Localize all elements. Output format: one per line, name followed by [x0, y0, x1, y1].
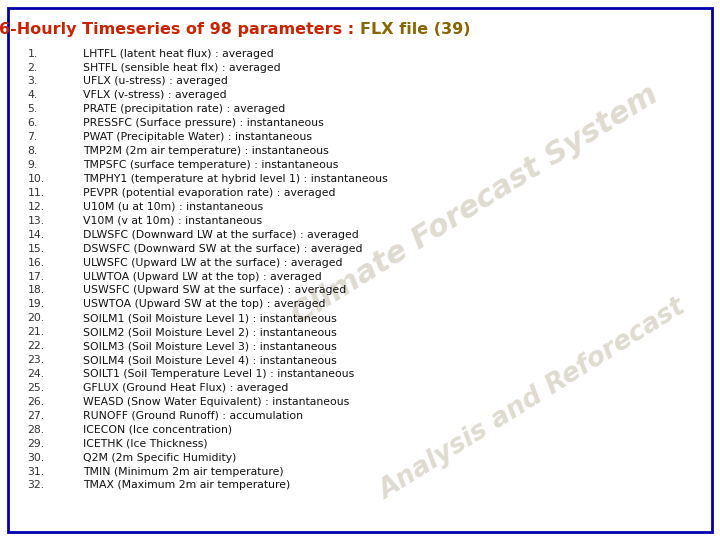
Text: 1.: 1. — [27, 49, 37, 59]
Text: 27.: 27. — [27, 411, 45, 421]
Text: Climate Forecast System: Climate Forecast System — [287, 80, 663, 330]
Text: SHTFL (sensible heat flx) : averaged: SHTFL (sensible heat flx) : averaged — [83, 63, 280, 72]
Text: 4.: 4. — [27, 90, 37, 100]
Text: 6-Hourly Timeseries of 98 parameters :: 6-Hourly Timeseries of 98 parameters : — [0, 22, 360, 37]
Text: LHTFL (latent heat flux) : averaged: LHTFL (latent heat flux) : averaged — [83, 49, 274, 59]
Text: ICECON (Ice concentration): ICECON (Ice concentration) — [83, 425, 232, 435]
Text: 20.: 20. — [27, 313, 45, 323]
Text: 11.: 11. — [27, 188, 45, 198]
Text: 15.: 15. — [27, 244, 45, 254]
Text: FLX file (39): FLX file (39) — [360, 22, 470, 37]
Text: 29.: 29. — [27, 438, 45, 449]
Text: VFLX (v-stress) : averaged: VFLX (v-stress) : averaged — [83, 90, 226, 100]
Text: 8.: 8. — [27, 146, 37, 156]
Text: ULWTOA (Upward LW at the top) : averaged: ULWTOA (Upward LW at the top) : averaged — [83, 272, 322, 281]
Text: 19.: 19. — [27, 299, 45, 309]
Text: 12.: 12. — [27, 202, 45, 212]
Text: USWSFC (Upward SW at the surface) : averaged: USWSFC (Upward SW at the surface) : aver… — [83, 286, 346, 295]
Text: SOILM2 (Soil Moisture Level 2) : instantaneous: SOILM2 (Soil Moisture Level 2) : instant… — [83, 327, 336, 338]
Text: U10M (u at 10m) : instantaneous: U10M (u at 10m) : instantaneous — [83, 202, 263, 212]
Text: DSWSFC (Downward SW at the surface) : averaged: DSWSFC (Downward SW at the surface) : av… — [83, 244, 362, 254]
Text: 22.: 22. — [27, 341, 45, 351]
Text: UFLX (u-stress) : averaged: UFLX (u-stress) : averaged — [83, 77, 228, 86]
Text: PRESSFC (Surface pressure) : instantaneous: PRESSFC (Surface pressure) : instantaneo… — [83, 118, 323, 129]
Text: 28.: 28. — [27, 425, 45, 435]
Text: 7.: 7. — [27, 132, 37, 142]
Text: 6.: 6. — [27, 118, 37, 129]
Text: 16.: 16. — [27, 258, 45, 268]
Text: Q2M (2m Specific Humidity): Q2M (2m Specific Humidity) — [83, 453, 236, 463]
Text: TMIN (Minimum 2m air temperature): TMIN (Minimum 2m air temperature) — [83, 467, 284, 477]
Text: PEVPR (potential evaporation rate) : averaged: PEVPR (potential evaporation rate) : ave… — [83, 188, 336, 198]
Text: 32.: 32. — [27, 481, 45, 490]
Text: ICETHK (Ice Thickness): ICETHK (Ice Thickness) — [83, 438, 207, 449]
Text: 23.: 23. — [27, 355, 45, 365]
Text: 3.: 3. — [27, 77, 37, 86]
Text: TMAX (Maximum 2m air temperature): TMAX (Maximum 2m air temperature) — [83, 481, 290, 490]
Text: 21.: 21. — [27, 327, 45, 338]
Text: SOILT1 (Soil Temperature Level 1) : instantaneous: SOILT1 (Soil Temperature Level 1) : inst… — [83, 369, 354, 379]
Text: Analysis and Reforecast: Analysis and Reforecast — [375, 294, 690, 505]
Text: PRATE (precipitation rate) : averaged: PRATE (precipitation rate) : averaged — [83, 104, 285, 114]
Text: 13.: 13. — [27, 216, 45, 226]
Text: 5.: 5. — [27, 104, 37, 114]
Text: 25.: 25. — [27, 383, 45, 393]
FancyBboxPatch shape — [8, 8, 712, 532]
Text: 17.: 17. — [27, 272, 45, 281]
Text: 31.: 31. — [27, 467, 45, 477]
Text: WEASD (Snow Water Equivalent) : instantaneous: WEASD (Snow Water Equivalent) : instanta… — [83, 397, 349, 407]
Text: DLWSFC (Downward LW at the surface) : averaged: DLWSFC (Downward LW at the surface) : av… — [83, 230, 359, 240]
Text: SOILM1 (Soil Moisture Level 1) : instantaneous: SOILM1 (Soil Moisture Level 1) : instant… — [83, 313, 336, 323]
Text: SOILM4 (Soil Moisture Level 4) : instantaneous: SOILM4 (Soil Moisture Level 4) : instant… — [83, 355, 336, 365]
Text: TMPHY1 (temperature at hybrid level 1) : instantaneous: TMPHY1 (temperature at hybrid level 1) :… — [83, 174, 387, 184]
Text: GFLUX (Ground Heat Flux) : averaged: GFLUX (Ground Heat Flux) : averaged — [83, 383, 288, 393]
Text: RUNOFF (Ground Runoff) : accumulation: RUNOFF (Ground Runoff) : accumulation — [83, 411, 303, 421]
Text: USWTOA (Upward SW at the top) : averaged: USWTOA (Upward SW at the top) : averaged — [83, 299, 325, 309]
Text: 18.: 18. — [27, 286, 45, 295]
Text: 30.: 30. — [27, 453, 45, 463]
Text: ULWSFC (Upward LW at the surface) : averaged: ULWSFC (Upward LW at the surface) : aver… — [83, 258, 342, 268]
Text: 14.: 14. — [27, 230, 45, 240]
Text: PWAT (Precipitable Water) : instantaneous: PWAT (Precipitable Water) : instantaneou… — [83, 132, 312, 142]
Text: 24.: 24. — [27, 369, 45, 379]
Text: 10.: 10. — [27, 174, 45, 184]
Text: V10M (v at 10m) : instantaneous: V10M (v at 10m) : instantaneous — [83, 216, 262, 226]
Text: 9.: 9. — [27, 160, 37, 170]
Text: TMPSFC (surface temperature) : instantaneous: TMPSFC (surface temperature) : instantan… — [83, 160, 338, 170]
Text: SOILM3 (Soil Moisture Level 3) : instantaneous: SOILM3 (Soil Moisture Level 3) : instant… — [83, 341, 336, 351]
Text: 2.: 2. — [27, 63, 37, 72]
Text: TMP2M (2m air temperature) : instantaneous: TMP2M (2m air temperature) : instantaneo… — [83, 146, 328, 156]
Text: 26.: 26. — [27, 397, 45, 407]
